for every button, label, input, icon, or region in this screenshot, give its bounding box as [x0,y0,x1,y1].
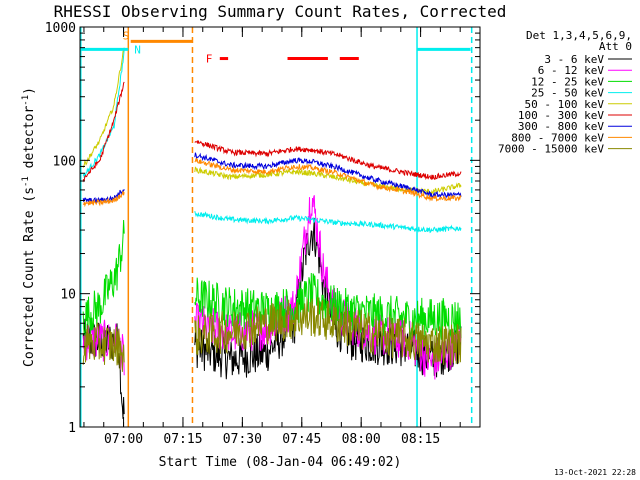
y-axis-label-sup2: -1 [21,95,31,106]
plot-frame [79,26,481,428]
flag-label-n: N [134,43,141,56]
series-line-6-12-kev [82,195,462,380]
series-line-50-100-kev [82,47,462,196]
legend-entry-25-50-kev: 25 - 50 keV [531,87,604,100]
y-axis-label-mid: detector [22,106,37,177]
x-tick-label-08-15: 08:15 [401,432,440,447]
x-tick-label-07-45: 07:45 [282,432,321,447]
y-tick-label-10: 10 [60,288,76,303]
flag-label-s: S [123,29,130,42]
y-tick-label-100: 100 [53,154,76,169]
legend-entry-50-100-kev: 50 - 100 keV [525,98,605,111]
y-axis-label-main: Corrected Count Rate (s [22,187,37,367]
y-axis-label: Corrected Count Rate (s-1 detector-1) [21,87,37,367]
legend-entry-3-6-kev: 3 - 6 keV [544,53,604,66]
y-axis-label-end: ) [22,87,37,95]
series-line-800-7000-kev [83,158,462,208]
flag-label-f: F [206,53,213,66]
legend-entry-100-300-kev: 100 - 300 keV [518,109,604,122]
series-line-25-50-kev [82,49,462,234]
series-line-7000-15000-kev [82,297,462,372]
series-line-100-300-kev [82,81,462,183]
plot-area: SN F [80,27,473,427]
y-tick-label-1000: 1000 [45,21,76,36]
legend-header-line2: Att 0 [599,40,632,53]
x-axis-label: Start Time (08-Jan-04 06:49:02) [159,455,402,470]
legend-entry-300-800-kev: 300 - 800 keV [518,120,604,133]
y-tick-label-1: 1 [68,421,76,436]
x-tick-label-08-00: 08:00 [342,432,381,447]
x-tick-label-07-30: 07:30 [223,432,262,447]
y-axis: 1 10 100 1000 [45,21,480,436]
series-line-300-800-kev [82,152,462,205]
legend-entry-6-12-kev: 6 - 12 keV [538,64,605,77]
legend-entry-12-25-kev: 12 - 25 keV [531,75,604,88]
legend-entry-800-7000-kev: 800 - 7000 keV [511,131,604,144]
chart-title: RHESSI Observing Summary Count Rates, Co… [54,2,507,21]
timestamp: 13-Oct-2021 22:28 [554,468,636,477]
legend-header-line1: Det 1,3,4,5,6,9, [526,29,632,42]
x-tick-label-07-00: 07:00 [104,432,143,447]
y-axis-label-sup1: -1 [21,176,31,187]
x-axis: 07:00 07:15 07:30 07:45 08:00 08:15 [83,27,481,447]
legend-entry-7000-15000-kev: 7000 - 15000 keV [498,143,604,156]
x-tick-label-07-15: 07:15 [163,432,202,447]
